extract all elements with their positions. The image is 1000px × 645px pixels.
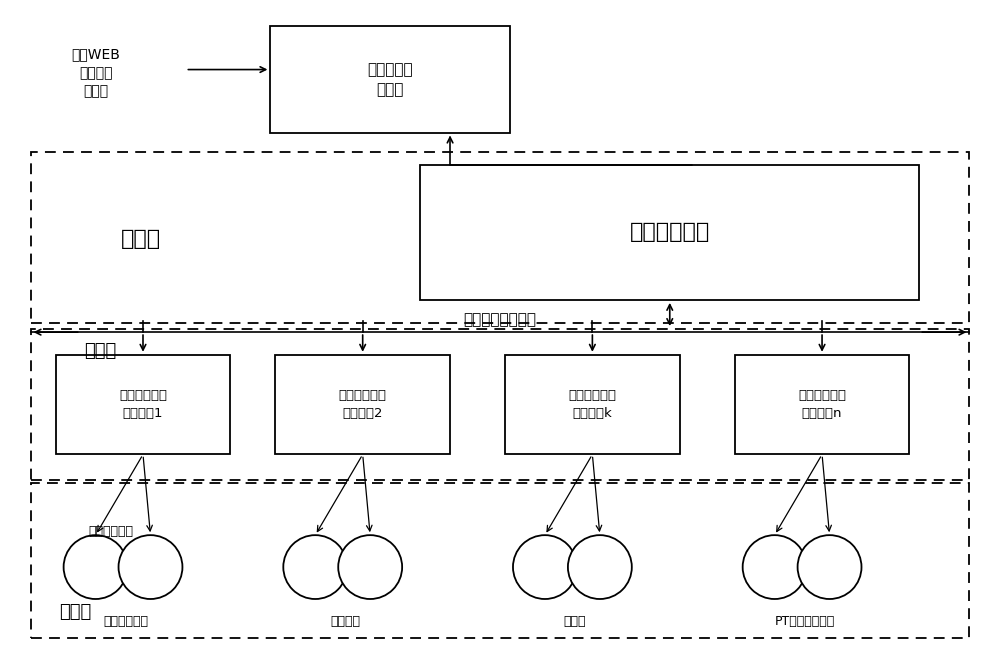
Ellipse shape xyxy=(338,535,402,599)
Ellipse shape xyxy=(798,535,861,599)
Text: 状态量数字化
处理模块1: 状态量数字化 处理模块1 xyxy=(119,389,167,420)
Text: 间隔层: 间隔层 xyxy=(84,342,117,361)
FancyBboxPatch shape xyxy=(270,26,510,133)
FancyBboxPatch shape xyxy=(56,355,230,455)
Text: 站控层: 站控层 xyxy=(120,229,161,249)
FancyBboxPatch shape xyxy=(31,329,969,480)
FancyBboxPatch shape xyxy=(505,355,680,455)
Ellipse shape xyxy=(568,535,632,599)
FancyBboxPatch shape xyxy=(31,152,969,322)
Text: 过程层: 过程层 xyxy=(59,603,92,621)
Text: 状态量数字化
处理模块n: 状态量数字化 处理模块n xyxy=(798,389,846,420)
Ellipse shape xyxy=(283,535,347,599)
Ellipse shape xyxy=(513,535,577,599)
Text: 状态量数字化
处理模块2: 状态量数字化 处理模块2 xyxy=(339,389,387,420)
Text: 主变套管: 主变套管 xyxy=(330,615,360,628)
Ellipse shape xyxy=(64,535,128,599)
Text: PT电压二次信号: PT电压二次信号 xyxy=(774,615,835,628)
FancyBboxPatch shape xyxy=(735,355,909,455)
Ellipse shape xyxy=(119,535,182,599)
Text: 避雷器: 避雷器 xyxy=(564,615,586,628)
Text: 通过WEB
远程长时
间检测: 通过WEB 远程长时 间检测 xyxy=(71,47,120,98)
FancyBboxPatch shape xyxy=(420,165,919,300)
Text: 现场总线通讯总线: 现场总线通讯总线 xyxy=(464,312,536,327)
FancyBboxPatch shape xyxy=(275,355,450,455)
FancyBboxPatch shape xyxy=(31,483,969,638)
Text: 铁芯、中性点: 铁芯、中性点 xyxy=(103,615,148,628)
Text: 生产管理远
程后台: 生产管理远 程后台 xyxy=(367,62,413,97)
Ellipse shape xyxy=(743,535,807,599)
Text: 集成系统平台: 集成系统平台 xyxy=(630,223,710,243)
Text: 状态量数字化
处理模块k: 状态量数字化 处理模块k xyxy=(568,389,616,420)
Text: 模块化传感器: 模块化传感器 xyxy=(88,525,133,538)
